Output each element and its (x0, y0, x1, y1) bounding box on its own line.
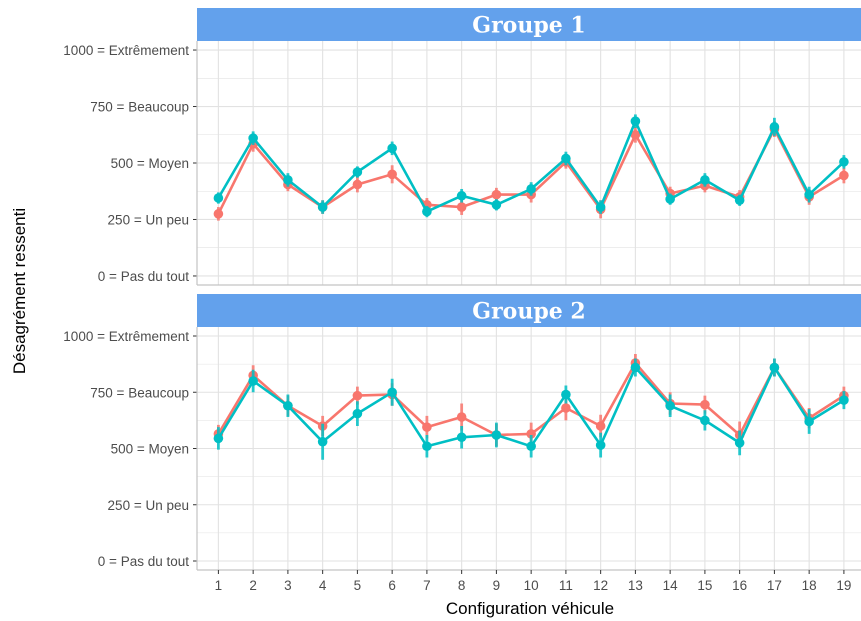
x-tick-label: 10 (524, 578, 539, 593)
data-point (422, 206, 432, 217)
data-point (456, 190, 467, 201)
data-point (491, 430, 502, 440)
data-point (317, 436, 328, 447)
x-tick-label: 8 (458, 578, 466, 593)
data-point (526, 184, 536, 194)
data-point (700, 399, 710, 410)
x-tick-label: 6 (388, 578, 396, 593)
x-tick-label: 5 (354, 578, 362, 593)
y-tick-label: 750 = Beaucoup (90, 385, 189, 400)
data-point (317, 202, 328, 212)
data-point (839, 170, 849, 181)
y-tick-label: 1000 = Extrêmement (63, 43, 189, 58)
x-tick-labels: 1 2 3 4 5 6 7 8 9 10 11 12 13 14 15 16 17 18 19 (215, 570, 851, 593)
panel-strip (197, 8, 861, 41)
data-point (213, 209, 224, 219)
x-tick-label: 2 (249, 578, 257, 593)
data-point (804, 416, 814, 427)
x-tick-label: 16 (732, 578, 747, 593)
data-point (352, 179, 363, 190)
data-point (387, 169, 397, 180)
y-tick-label: 500 = Moyen (111, 156, 189, 171)
panel-strip (197, 294, 861, 327)
data-point (665, 194, 675, 204)
x-tick-label: 9 (493, 578, 501, 593)
x-tick-label: 14 (663, 578, 679, 593)
series-2 (213, 358, 849, 460)
data-point (700, 415, 710, 426)
panels: Groupe 1 0 = Pas du tout 250 = Un peu 500 =… (63, 8, 861, 571)
x-tick-label: 11 (559, 578, 573, 593)
data-point (352, 390, 363, 401)
y-tick-label: 0 = Pas du tout (98, 269, 189, 284)
x-tick-label: 12 (593, 578, 608, 593)
data-point (526, 441, 536, 452)
panel-title: Groupe 1 (472, 13, 585, 39)
data-point (491, 199, 502, 210)
panel-title: Groupe 2 (472, 299, 585, 325)
data-point (248, 133, 258, 143)
data-point (526, 429, 536, 439)
x-tick-label: 13 (628, 578, 643, 593)
series-2 (213, 114, 849, 218)
data-point (422, 441, 432, 452)
data-point (595, 421, 606, 431)
data-point (630, 129, 641, 140)
data-point (630, 116, 641, 127)
data-point (491, 189, 502, 200)
data-point (561, 153, 571, 164)
data-point (248, 376, 258, 386)
data-point (700, 175, 710, 185)
data-point (734, 438, 745, 448)
data-point (283, 175, 293, 185)
data-point (213, 193, 224, 203)
y-tick-label: 250 = Un peu (108, 498, 189, 513)
data-point (422, 422, 432, 432)
x-axis-title: Configuration véhicule (446, 599, 614, 618)
data-point (769, 122, 780, 132)
data-point (456, 432, 467, 443)
data-point (665, 400, 675, 411)
x-tick-label: 18 (802, 578, 817, 593)
data-point (804, 189, 814, 200)
x-tick-label: 19 (836, 578, 851, 593)
y-tick-label: 500 = Moyen (111, 442, 189, 457)
y-tick-label: 750 = Beaucoup (90, 100, 189, 115)
panel-1: Groupe 1 0 = Pas du tout 250 = Un peu 500 =… (63, 8, 861, 286)
data-point (734, 195, 745, 206)
data-point (213, 433, 224, 444)
data-point (630, 362, 641, 373)
data-point (769, 362, 780, 373)
data-point (595, 440, 606, 450)
data-point (387, 143, 397, 154)
x-tick-label: 7 (423, 578, 431, 593)
x-tick-label: 3 (284, 578, 292, 593)
data-point (352, 167, 363, 177)
x-tick-label: 4 (319, 578, 327, 593)
x-tick-label: 1 (215, 578, 223, 593)
x-tick-label: 15 (697, 578, 712, 593)
y-axis-title: Désagrément ressenti (10, 208, 29, 374)
data-point (561, 403, 571, 413)
panel-2: Groupe 2 0 = Pas du tout 250 = Un peu 500 =… (63, 294, 861, 571)
data-point (283, 400, 293, 411)
y-tick-label: 1000 = Extrêmement (63, 329, 189, 344)
data-point (456, 412, 467, 422)
data-point (595, 202, 606, 212)
data-point (561, 389, 571, 400)
data-point (839, 395, 849, 405)
data-point (352, 408, 363, 419)
data-point (387, 387, 397, 398)
data-point (839, 157, 849, 167)
y-tick-label: 250 = Un peu (108, 212, 189, 227)
x-tick-label: 17 (767, 578, 782, 593)
y-tick-label: 0 = Pas du tout (98, 554, 189, 569)
data-point (456, 202, 467, 212)
